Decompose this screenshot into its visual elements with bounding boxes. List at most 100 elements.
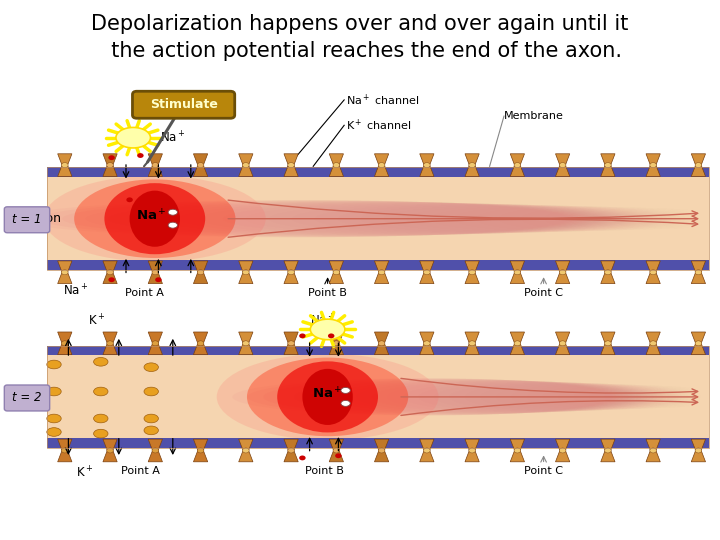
Ellipse shape <box>94 357 108 366</box>
Ellipse shape <box>107 341 113 346</box>
Text: the action potential reaches the end of the axon.: the action potential reaches the end of … <box>98 41 622 62</box>
Ellipse shape <box>695 448 702 453</box>
Ellipse shape <box>288 341 294 346</box>
Text: t = 2: t = 2 <box>12 392 42 404</box>
Polygon shape <box>329 261 343 272</box>
Text: Point A: Point A <box>121 466 160 476</box>
Polygon shape <box>646 261 660 272</box>
Ellipse shape <box>152 270 158 275</box>
Polygon shape <box>646 154 660 165</box>
Polygon shape <box>148 272 163 284</box>
Polygon shape <box>284 450 298 462</box>
Polygon shape <box>465 332 480 343</box>
Polygon shape <box>600 450 615 462</box>
Polygon shape <box>646 450 660 462</box>
Ellipse shape <box>605 270 611 275</box>
Polygon shape <box>239 165 253 177</box>
Polygon shape <box>58 261 72 272</box>
Ellipse shape <box>247 357 408 436</box>
Ellipse shape <box>423 270 430 275</box>
Ellipse shape <box>333 448 340 453</box>
Polygon shape <box>329 450 343 462</box>
Polygon shape <box>646 343 660 355</box>
Ellipse shape <box>300 455 305 460</box>
Bar <box>47 346 709 448</box>
Text: K$^+$: K$^+$ <box>76 465 94 480</box>
FancyBboxPatch shape <box>4 385 50 411</box>
Polygon shape <box>556 261 570 272</box>
Polygon shape <box>148 332 163 343</box>
Polygon shape <box>239 261 253 272</box>
Ellipse shape <box>47 387 61 396</box>
Ellipse shape <box>197 163 204 167</box>
Polygon shape <box>58 343 72 355</box>
Ellipse shape <box>144 363 158 372</box>
Polygon shape <box>239 332 253 343</box>
Bar <box>47 260 709 270</box>
Polygon shape <box>465 450 480 462</box>
Bar <box>47 167 709 270</box>
Ellipse shape <box>246 203 616 234</box>
Ellipse shape <box>269 204 621 234</box>
Ellipse shape <box>156 278 162 282</box>
Ellipse shape <box>47 428 61 436</box>
Ellipse shape <box>333 163 340 167</box>
Text: K$^+$: K$^+$ <box>89 314 106 329</box>
Polygon shape <box>284 261 298 272</box>
Ellipse shape <box>387 381 645 413</box>
Polygon shape <box>329 439 343 450</box>
Ellipse shape <box>264 379 620 415</box>
Polygon shape <box>239 272 253 284</box>
Ellipse shape <box>423 163 430 167</box>
Polygon shape <box>103 450 117 462</box>
Polygon shape <box>691 450 706 462</box>
Ellipse shape <box>154 202 598 235</box>
Ellipse shape <box>74 179 235 258</box>
Text: Na$^+$: Na$^+$ <box>63 283 89 298</box>
Text: Na$^+$ channel: Na$^+$ channel <box>346 92 419 107</box>
Polygon shape <box>103 165 117 177</box>
Bar <box>47 167 709 177</box>
Polygon shape <box>58 272 72 284</box>
Polygon shape <box>329 154 343 165</box>
Polygon shape <box>148 154 163 165</box>
Polygon shape <box>510 154 524 165</box>
Polygon shape <box>284 439 298 450</box>
Text: Point B: Point B <box>308 288 347 298</box>
Polygon shape <box>284 272 298 284</box>
Polygon shape <box>465 261 480 272</box>
Polygon shape <box>600 343 615 355</box>
Ellipse shape <box>223 202 612 235</box>
Ellipse shape <box>130 191 180 247</box>
Polygon shape <box>510 165 524 177</box>
Polygon shape <box>194 439 207 450</box>
Polygon shape <box>420 154 434 165</box>
Polygon shape <box>58 332 72 343</box>
Polygon shape <box>465 272 480 284</box>
Polygon shape <box>420 165 434 177</box>
Polygon shape <box>103 332 117 343</box>
Polygon shape <box>420 272 434 284</box>
Polygon shape <box>510 450 524 462</box>
Ellipse shape <box>16 200 570 238</box>
Ellipse shape <box>168 209 177 215</box>
Ellipse shape <box>288 163 294 167</box>
Polygon shape <box>148 343 163 355</box>
Ellipse shape <box>469 270 475 275</box>
Polygon shape <box>646 272 660 284</box>
Polygon shape <box>691 154 706 165</box>
Ellipse shape <box>243 163 249 167</box>
Polygon shape <box>148 165 163 177</box>
Polygon shape <box>58 154 72 165</box>
Polygon shape <box>58 439 72 450</box>
Polygon shape <box>194 154 207 165</box>
Ellipse shape <box>44 176 266 262</box>
Ellipse shape <box>378 163 385 167</box>
Ellipse shape <box>47 360 61 369</box>
Text: Stimulate: Stimulate <box>150 98 217 111</box>
Ellipse shape <box>232 378 613 416</box>
FancyBboxPatch shape <box>4 207 50 233</box>
Polygon shape <box>420 261 434 272</box>
Polygon shape <box>556 450 570 462</box>
Ellipse shape <box>144 426 158 435</box>
